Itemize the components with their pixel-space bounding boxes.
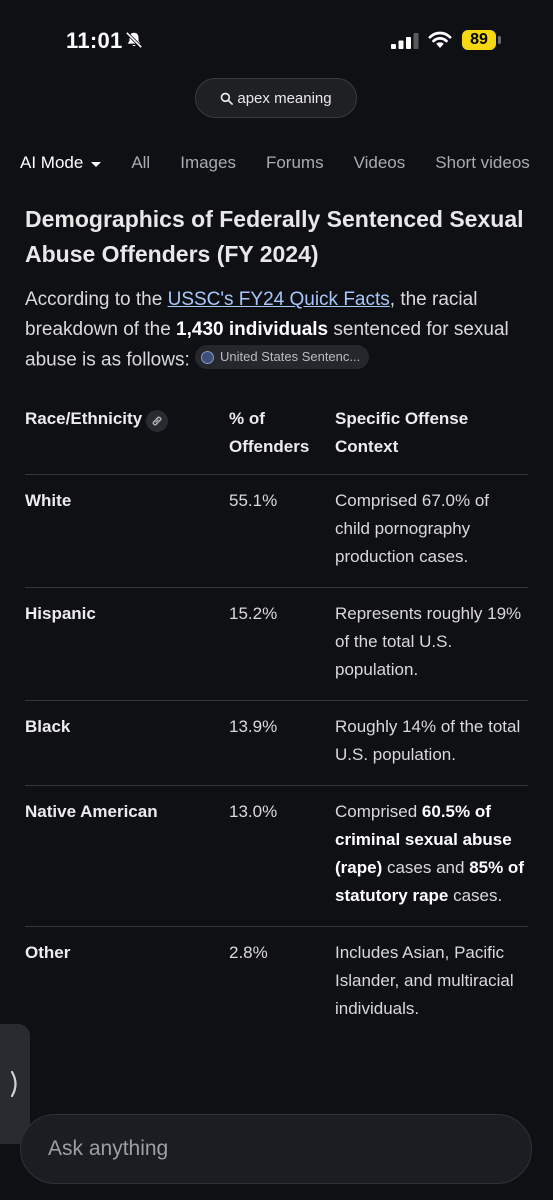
context-bold: 60.5% of criminal sexual abuse (rape) (335, 802, 512, 877)
table-header-row: Race/Ethnicity % of Offenders Specific O… (25, 404, 528, 475)
ask-bar[interactable] (20, 1114, 532, 1184)
tab-ai-mode[interactable]: AI Mode (20, 153, 102, 173)
search-query-pill[interactable]: apex meaning (195, 78, 357, 118)
source-chip[interactable]: United States Sentenc... (195, 345, 370, 369)
source-chip-label: United States Sentenc... (220, 349, 361, 364)
cell-context: Roughly 14% of the total U.S. population… (335, 717, 521, 764)
battery-icon: 89 (462, 30, 496, 50)
cell-context: Includes Asian, Pacific Islander, and mu… (335, 943, 514, 1018)
status-bar: 11:01 89 (0, 0, 553, 80)
cell-percent: 55.1% (229, 491, 278, 510)
search-tabs: AI Mode All Images Forums Videos Short v… (20, 150, 553, 176)
tab-videos[interactable]: Videos (353, 153, 406, 172)
status-time: 11:01 (66, 28, 123, 53)
context-bold: 85% of statutory rape (335, 858, 524, 905)
intro-text: sentenced for sexual abuse is as follows… (25, 319, 509, 371)
cell-race: Native American (25, 802, 158, 821)
intro-text: , the racial breakdown of the (25, 289, 478, 340)
column-header-percent: % of Offenders (229, 409, 310, 456)
context-text: Comprised (335, 802, 422, 821)
link-icon[interactable] (146, 410, 169, 432)
ask-input[interactable] (46, 1136, 490, 1162)
cell-context: Represents roughly 19% of the total U.S.… (335, 604, 522, 679)
cell-context: Comprised 60.5% of criminal sexual abuse… (335, 798, 528, 910)
demographics-table: Race/Ethnicity % of Offenders Specific O… (25, 404, 528, 1039)
column-header-label: Race/Ethnicity (25, 409, 143, 428)
context-text: cases. (448, 886, 503, 905)
context-text: cases and (382, 858, 470, 877)
answer-intro: According to the USSC's FY24 Quick Facts… (25, 285, 530, 376)
table-row: Black 13.9% Roughly 14% of the total U.S… (25, 701, 528, 786)
answer-heading: Demographics of Federally Sentenced Sexu… (25, 206, 524, 267)
battery-tip (498, 36, 501, 44)
tab-label: AI Mode (20, 153, 84, 172)
cell-percent: 13.0% (229, 802, 278, 821)
intro-text: According to the (25, 289, 168, 310)
cell-percent: 2.8% (229, 943, 268, 962)
side-panel-handle[interactable] (0, 1024, 30, 1144)
column-header-race: Race/Ethnicity (25, 405, 229, 461)
chevron-right-icon (10, 1070, 17, 1098)
wifi-icon (428, 31, 452, 48)
table-row: White 55.1% Comprised 67.0% of child por… (25, 475, 528, 588)
seal-icon (201, 350, 215, 364)
search-icon (221, 92, 234, 105)
cell-race: Other (25, 943, 71, 962)
tab-short-videos[interactable]: Short videos (435, 153, 530, 172)
signal-icon (391, 33, 419, 49)
caret-down-icon (91, 161, 102, 167)
tab-images[interactable]: Images (180, 153, 236, 172)
cell-race: Black (25, 717, 71, 736)
search-query-text: apex meaning (237, 89, 332, 107)
cell-percent: 13.9% (229, 717, 278, 736)
cell-percent: 15.2% (229, 604, 278, 623)
cell-race: White (25, 491, 72, 510)
bell-slash-icon (125, 31, 143, 49)
intro-bold-count: 1,430 individuals (176, 319, 329, 340)
table-row: Hispanic 15.2% Represents roughly 19% of… (25, 588, 528, 701)
tab-forums[interactable]: Forums (265, 153, 324, 172)
cell-context: Comprised 67.0% of child pornography pro… (335, 491, 490, 566)
tab-all[interactable]: All (131, 153, 151, 172)
table-row: Other 2.8% Includes Asian, Pacific Islan… (25, 927, 528, 1039)
cell-race: Hispanic (25, 604, 96, 623)
table-row: Native American 13.0% Comprised 60.5% of… (25, 786, 528, 927)
ussc-quick-facts-link[interactable]: USSC's FY24 Quick Facts (167, 289, 390, 310)
column-header-context: Specific Offense Context (335, 409, 469, 456)
